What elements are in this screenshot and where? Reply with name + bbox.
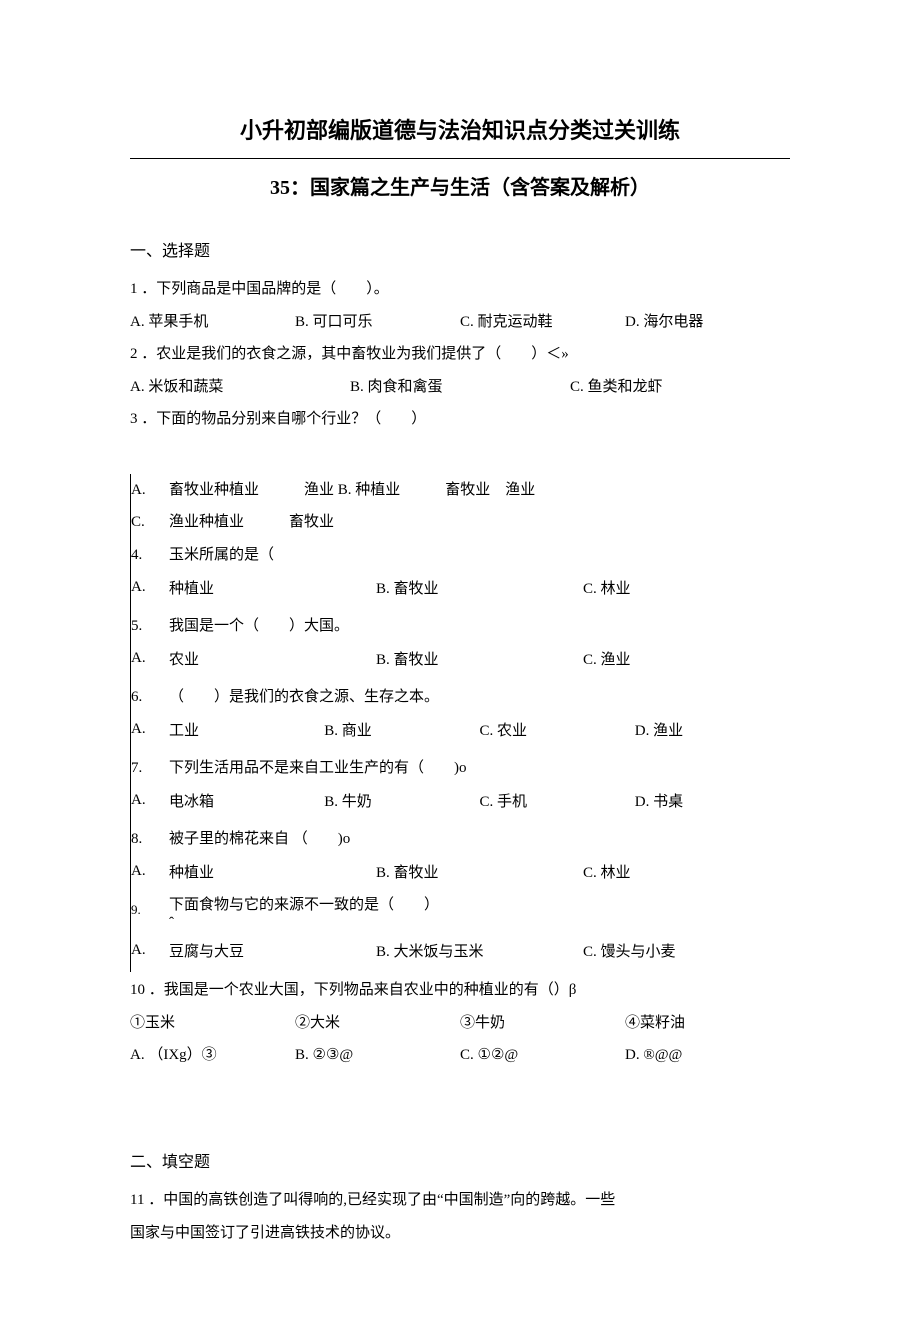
main-title: 小升初部编版道德与法治知识点分类过关训练 — [130, 110, 790, 152]
question-2-options: A. 米饭和蔬菜 B. 肉食和禽蛋 C. 鱼类和龙虾 — [130, 373, 790, 402]
item: ④菜籽油 — [625, 1009, 790, 1038]
row-label: A. — [131, 934, 163, 973]
row-label: A. — [131, 855, 163, 894]
option: C. 手机 — [480, 788, 635, 817]
row-body: 我国是一个（ ）大国。 — [163, 610, 790, 643]
question-10-options: A. （IXg）③ B. ②③@ C. ①②@ D. ®@@ — [130, 1041, 790, 1070]
row-body: 畜牧业种植业 渔业 B. 种植业 畜牧业 渔业 — [163, 474, 790, 507]
row-label: A. — [131, 713, 163, 752]
section-1-heading: 一、选择题 — [130, 237, 790, 267]
question-2: 2 ．农业是我们的衣食之源，其中畜牧业为我们提供了（ ）＜» — [130, 340, 790, 369]
option: A. 米饭和蔬菜 — [130, 373, 350, 402]
row-label: 4. — [131, 539, 163, 572]
row-label: 5. — [131, 610, 163, 643]
option: D. ®@@ — [625, 1041, 790, 1070]
option: C. 农业 — [480, 717, 635, 746]
row-body: 玉米所属的是（ — [163, 539, 790, 572]
option: B. 肉食和禽蛋 — [350, 373, 570, 402]
option: D. 书桌 — [635, 788, 790, 817]
option: C. ①②@ — [460, 1041, 625, 1070]
row-body: 电冰箱 B. 牛奶 C. 手机 D. 书桌 — [163, 784, 790, 823]
row-label: C. — [131, 506, 163, 539]
option: B. ②③@ — [295, 1041, 460, 1070]
row-body: 下面食物与它的来源不一致的是（ ） ˆ — [163, 894, 790, 934]
row-label: A. — [131, 571, 163, 610]
row-body: （ ）是我们的衣食之源、生存之本。 — [163, 681, 790, 714]
question-11-line2: 国家与中国签订了引进高铁技术的协议。 — [130, 1219, 790, 1248]
row-body: 农业 B. 畜牧业 C. 渔业 — [163, 642, 790, 681]
question-1-options: A. 苹果手机 B. 可口可乐 C. 耐克运动鞋 D. 海尔电器 — [130, 308, 790, 337]
question-3: 3 ．下面的物品分别来自哪个行业？（ ） — [130, 405, 790, 434]
question-10-items: ①玉米 ②大米 ③牛奶 ④菜籽油 — [130, 1009, 790, 1038]
row-label: 7. — [131, 752, 163, 785]
question-10: 10 ．我国是一个农业大国，下列物品来自农业中的种植业的有（）β — [130, 976, 790, 1005]
option: A. （IXg）③ — [130, 1041, 295, 1070]
option: 种植业 — [169, 859, 376, 888]
row-label: 8. — [131, 823, 163, 856]
option: 电冰箱 — [169, 788, 324, 817]
question-1: 1 ．下列商品是中国品牌的是（ ）。 — [130, 275, 790, 304]
option: D. 海尔电器 — [625, 308, 790, 337]
option: C. 林业 — [583, 859, 790, 888]
row-body: 种植业 B. 畜牧业 C. 林业 — [163, 855, 790, 894]
option: 农业 — [169, 646, 376, 675]
option: B. 可口可乐 — [295, 308, 460, 337]
option: C. 耐克运动鞋 — [460, 308, 625, 337]
item: ③牛奶 — [460, 1009, 625, 1038]
row-body: 下列生活用品不是来自工业生产的有（ )o — [163, 752, 790, 785]
item: ②大米 — [295, 1009, 460, 1038]
option: A. 苹果手机 — [130, 308, 295, 337]
question-11-line1: 11 ．中国的高铁创造了叫得响的,已经实现了由“中国制造”向的跨越。一些 — [130, 1186, 790, 1215]
row-body: 渔业种植业 畜牧业 — [163, 506, 790, 539]
question-block-table: A. 畜牧业种植业 渔业 B. 种植业 畜牧业 渔业 C. 渔业种植业 畜牧业 … — [130, 474, 790, 973]
option: 种植业 — [169, 575, 376, 604]
option: C. 鱼类和龙虾 — [570, 373, 790, 402]
row-label: 9. — [131, 894, 163, 934]
option: B. 商业 — [324, 717, 479, 746]
title-divider — [130, 158, 790, 159]
row-body: 种植业 B. 畜牧业 C. 林业 — [163, 571, 790, 610]
option: D. 渔业 — [635, 717, 790, 746]
option: B. 畜牧业 — [376, 575, 583, 604]
row-label: A. — [131, 642, 163, 681]
option: B. 畜牧业 — [376, 646, 583, 675]
sub-title: 35：国家篇之生产与生活（含答案及解析） — [130, 169, 790, 207]
option: C. 馒头与小麦 — [583, 938, 790, 967]
option: B. 大米饭与玉米 — [376, 938, 583, 967]
option: 豆腐与大豆 — [169, 938, 376, 967]
row-body: 被子里的棉花来自 （ )o — [163, 823, 790, 856]
option: B. 牛奶 — [324, 788, 479, 817]
row-label: 6. — [131, 681, 163, 714]
option: 工业 — [169, 717, 324, 746]
section-2-heading: 二、填空题 — [130, 1148, 790, 1178]
option: C. 林业 — [583, 575, 790, 604]
row-label: A. — [131, 784, 163, 823]
item: ①玉米 — [130, 1009, 295, 1038]
option: B. 畜牧业 — [376, 859, 583, 888]
option: C. 渔业 — [583, 646, 790, 675]
row-body: 豆腐与大豆 B. 大米饭与玉米 C. 馒头与小麦 — [163, 934, 790, 973]
row-body: 工业 B. 商业 C. 农业 D. 渔业 — [163, 713, 790, 752]
row-label: A. — [131, 474, 163, 507]
